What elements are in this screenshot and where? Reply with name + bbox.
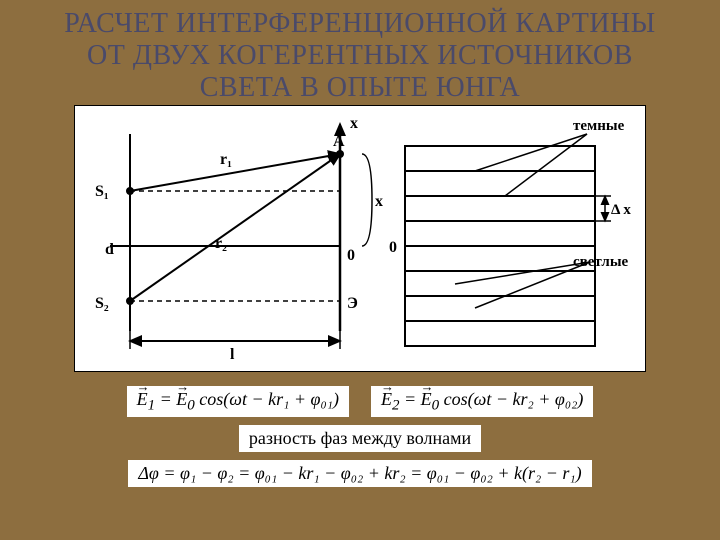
s2-label: S₂ <box>95 295 109 312</box>
dark-pointer-2 <box>505 134 587 196</box>
a-label: A <box>333 133 345 150</box>
formula-area: E1 = E0 cos(ωt − kr₁ + φ₀₁) E2 = E0 cos(… <box>60 386 660 488</box>
formula-row-1: E1 = E0 cos(ωt − kr₁ + φ₀₁) E2 = E0 cos(… <box>60 386 660 418</box>
fringe-origin-label: 0 <box>389 239 397 256</box>
ray-r2 <box>130 154 340 301</box>
title-line-1: РАСЧЕТ ИНТЕРФЕРЕНЦИОННОЙ КАРТИНЫ <box>20 8 700 40</box>
origin-label: 0 <box>347 247 355 264</box>
formula-row-2: разность фаз между волнами <box>60 425 660 452</box>
dark-pointer-1 <box>475 134 587 171</box>
screen-label: Э <box>347 295 358 312</box>
r1-label: r₁ <box>220 151 232 168</box>
phase-caption: разность фаз между волнами <box>239 425 481 452</box>
formula-e2: E2 = E0 cos(ωt − kr₂ + φ₀₂) <box>371 386 593 418</box>
s1-label: S₁ <box>95 183 109 200</box>
x-axis-label: x <box>350 115 358 132</box>
fringe-pattern <box>405 146 595 346</box>
dx-label: Δ x <box>611 202 631 218</box>
title-line-2: ОТ ДВУХ КОГЕРЕНТНЫХ ИСТОЧНИКОВ <box>20 40 700 72</box>
light-label: светлые <box>573 254 629 270</box>
formula-dphi: Δφ = φ₁ − φ₂ = φ₀₁ − kr₁ − φ₀₂ + kr₂ = φ… <box>128 460 591 487</box>
l-label: l <box>230 346 235 363</box>
x-brace <box>362 154 372 246</box>
diagram-svg: x S₁ S₂ A r₁ r₂ d 0 Э x l 0 темные <box>75 106 645 371</box>
d-label: d <box>105 241 114 258</box>
x-dist-label: x <box>375 193 383 210</box>
formula-row-3: Δφ = φ₁ − φ₂ = φ₀₁ − kr₁ − φ₀₂ + kr₂ = φ… <box>60 460 660 487</box>
r2-label: r₂ <box>215 235 227 252</box>
interference-diagram: x S₁ S₂ A r₁ r₂ d 0 Э x l 0 темные <box>74 105 646 372</box>
light-pointer-1 <box>455 262 590 284</box>
ray-r1 <box>130 154 340 191</box>
slide-title: РАСЧЕТ ИНТЕРФЕРЕНЦИОННОЙ КАРТИНЫ ОТ ДВУХ… <box>0 0 720 105</box>
title-line-3: СВЕТА В ОПЫТЕ ЮНГА <box>20 72 700 104</box>
dark-label: темные <box>573 118 625 134</box>
formula-e1: E1 = E0 cos(ωt − kr₁ + φ₀₁) <box>127 386 349 418</box>
